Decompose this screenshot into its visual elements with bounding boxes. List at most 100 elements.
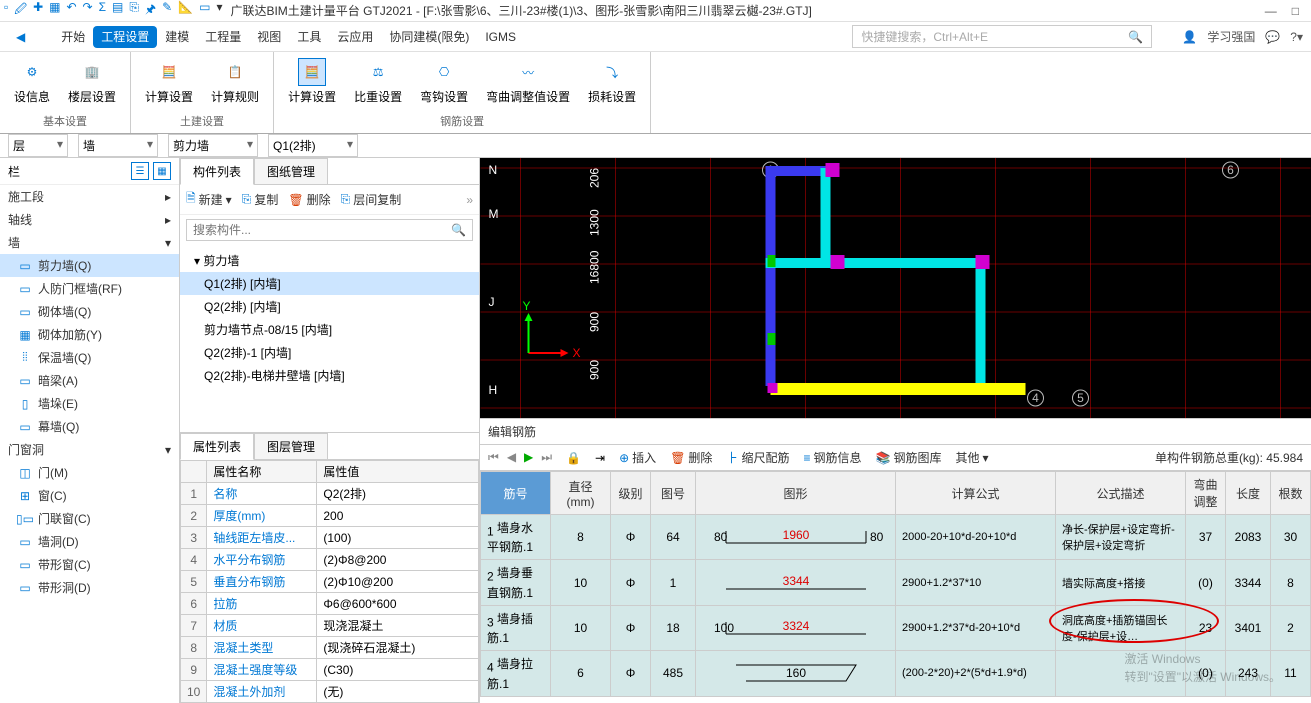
comp-root[interactable]: ▾ 剪力墙 (180, 249, 479, 272)
menu-1[interactable]: 工程设置 (93, 26, 157, 48)
new-button[interactable]: 🗎新建▾ (186, 189, 232, 210)
prop-row[interactable]: 9混凝土强度等级(C30) (181, 659, 479, 681)
nav-item[interactable]: ▭剪力墙(Q) (0, 254, 179, 277)
filter-category[interactable]: 墙 (78, 134, 158, 157)
prop-row[interactable]: 8混凝土类型(现浇碎石混凝土) (181, 637, 479, 659)
qat-icon[interactable]: ▭ (199, 0, 210, 21)
nav-next-icon[interactable]: ▶ (524, 450, 533, 465)
nav-first-icon[interactable]: ⏮ (488, 450, 499, 465)
qat-icon[interactable]: 🖈 (145, 0, 156, 21)
ribbon-btn[interactable]: 🧮计算设置 (145, 58, 193, 109)
nav-item[interactable]: ▦砌体加筋(Y) (0, 323, 179, 346)
scale-button[interactable]: ⺊缩尺配筋 (726, 449, 789, 466)
delete-rebar-button[interactable]: 🗑删除 (670, 449, 712, 466)
ribbon-btn[interactable]: 🧮计算设置 (288, 58, 336, 109)
chat-icon[interactable]: 💬 (1265, 30, 1280, 44)
nav-item[interactable]: ⦙⦙保温墙(Q) (0, 346, 179, 369)
nav-section[interactable]: 墙▾ (0, 231, 179, 254)
menu-0[interactable]: 开始 (53, 26, 93, 48)
prop-row[interactable]: 4水平分布钢筋(2)Φ8@200 (181, 549, 479, 571)
comp-item[interactable]: Q2(2排)-1 [内墙] (180, 341, 479, 364)
user-label[interactable]: 学习强国 (1207, 28, 1255, 45)
tab-drawing-mgmt[interactable]: 图纸管理 (254, 158, 328, 185)
nav-item[interactable]: ▭带形窗(C) (0, 553, 179, 576)
nav-last-icon[interactable]: ⏭ (541, 450, 552, 465)
nav-item[interactable]: ▭带形洞(D) (0, 576, 179, 599)
more-icon[interactable]: » (466, 193, 473, 207)
rebar-lib-button[interactable]: 📚钢筋图库 (876, 449, 942, 466)
copy-button[interactable]: ⎘复制 (242, 191, 279, 208)
nav-item[interactable]: ▯墙垛(E) (0, 392, 179, 415)
menu-7[interactable]: 协同建模(限免) (381, 26, 477, 48)
tab-component-list[interactable]: 构件列表 (180, 158, 254, 185)
qat-icon[interactable]: ↶ (66, 0, 76, 21)
nav-item[interactable]: ⊞窗(C) (0, 484, 179, 507)
nav-item[interactable]: ▭墙洞(D) (0, 530, 179, 553)
minimize-button[interactable]: — (1265, 4, 1277, 18)
floor-copy-button[interactable]: ⎘层间复制 (341, 191, 402, 208)
qat-icon[interactable]: 🖉 (14, 0, 27, 21)
nav-item[interactable]: ▭幕墙(Q) (0, 415, 179, 438)
nav-item[interactable]: ▭砌体墙(Q) (0, 300, 179, 323)
ribbon-btn[interactable]: ⤵损耗设置 (588, 58, 636, 109)
qat-icon[interactable]: Σ (99, 0, 106, 21)
menu-8[interactable]: IGMS (477, 26, 524, 48)
shortcut-search[interactable]: 快捷键搜索，Ctrl+Alt+E 🔍 (852, 25, 1152, 48)
prop-row[interactable]: 3轴线距左墙皮...(100) (181, 527, 479, 549)
nav-item[interactable]: ▭人防门框墙(RF) (0, 277, 179, 300)
ribbon-btn[interactable]: ⎔弯钩设置 (420, 58, 468, 109)
qat-dropdown-icon[interactable]: ▾ (216, 0, 222, 21)
comp-item[interactable]: Q1(2排) [内墙] (180, 272, 479, 295)
grid-view-icon[interactable]: ▦ (153, 162, 171, 180)
qat-icon[interactable]: 📐 (178, 0, 193, 21)
nav-section[interactable]: 轴线▸ (0, 208, 179, 231)
comp-item[interactable]: Q2(2排) [内墙] (180, 295, 479, 318)
ribbon-btn[interactable]: 🏢楼层设置 (68, 58, 116, 109)
comp-item[interactable]: Q2(2排)-电梯井壁墙 [内墙] (180, 364, 479, 387)
qat-icon[interactable]: ⎘ (129, 0, 139, 21)
prop-row[interactable]: 10混凝土外加剂(无) (181, 681, 479, 703)
prop-row[interactable]: 1名称Q2(2排) (181, 483, 479, 505)
other-button[interactable]: 其他▾ (955, 449, 988, 466)
ribbon-btn[interactable]: ⚖比重设置 (354, 58, 402, 109)
qat-icon[interactable]: ✚ (33, 0, 43, 21)
qat-icon[interactable]: ▦ (49, 0, 60, 21)
lock-icon[interactable]: 🔒 (566, 451, 581, 465)
rebar-row[interactable]: 1 墙身水平钢筋.18Φ64808019602000-20+10*d-20+10… (481, 515, 1311, 560)
filter-level[interactable]: 层 (8, 134, 68, 157)
prop-row[interactable]: 7材质现浇混凝土 (181, 615, 479, 637)
prop-row[interactable]: 2厚度(mm)200 (181, 505, 479, 527)
drawing-canvas[interactable]: NMJH2061300168009009001456XY (480, 158, 1311, 418)
delete-button[interactable]: 🗑删除 (288, 191, 330, 208)
nav-prev-icon[interactable]: ◀ (507, 450, 516, 465)
qat-icon[interactable]: ▤ (112, 0, 123, 21)
maximize-button[interactable]: □ (1292, 4, 1299, 18)
nav-item[interactable]: ◫门(M) (0, 461, 179, 484)
qat-icon[interactable]: ✎ (162, 0, 172, 21)
prop-row[interactable]: 6拉筋Φ6@600*600 (181, 593, 479, 615)
qat-icon[interactable]: ▫ (4, 0, 8, 21)
component-search-input[interactable] (193, 223, 451, 237)
menu-2[interactable]: 建模 (157, 26, 197, 48)
comp-item[interactable]: 剪力墙节点-08/15 [内墙] (180, 318, 479, 341)
nav-section[interactable]: 施工段▸ (0, 185, 179, 208)
insert-button[interactable]: ⊕插入 (619, 449, 656, 466)
nav-section[interactable]: 门窗洞▾ (0, 438, 179, 461)
menu-3[interactable]: 工程量 (197, 26, 249, 48)
list-view-icon[interactable]: ☰ (131, 162, 149, 180)
nav-item[interactable]: ▭暗梁(A) (0, 369, 179, 392)
user-icon[interactable]: 👤 (1182, 30, 1197, 44)
help-icon[interactable]: ?▾ (1290, 30, 1303, 44)
component-search[interactable]: 🔍 (186, 219, 473, 241)
ribbon-btn[interactable]: 📋计算规则 (211, 58, 259, 109)
nav-item[interactable]: ▯▭门联窗(C) (0, 507, 179, 530)
rebar-row[interactable]: 3 墙身插筋.110Φ1810033242900+1.2*37*d-20+10*… (481, 605, 1311, 650)
menu-4[interactable]: 视图 (249, 26, 289, 48)
rebar-row[interactable]: 4 墙身拉筋.16Φ485160(200-2*20)+2*(5*d+1.9*d)… (481, 651, 1311, 696)
import-icon[interactable]: ⇥ (595, 451, 605, 465)
filter-component[interactable]: Q1(2排) (268, 134, 358, 157)
rebar-info-button[interactable]: ≡钢筋信息 (803, 449, 861, 466)
ribbon-btn[interactable]: 〰弯曲调整值设置 (486, 58, 570, 109)
prop-row[interactable]: 5垂直分布钢筋(2)Φ10@200 (181, 571, 479, 593)
ribbon-btn[interactable]: ⚙设信息 (14, 58, 50, 109)
